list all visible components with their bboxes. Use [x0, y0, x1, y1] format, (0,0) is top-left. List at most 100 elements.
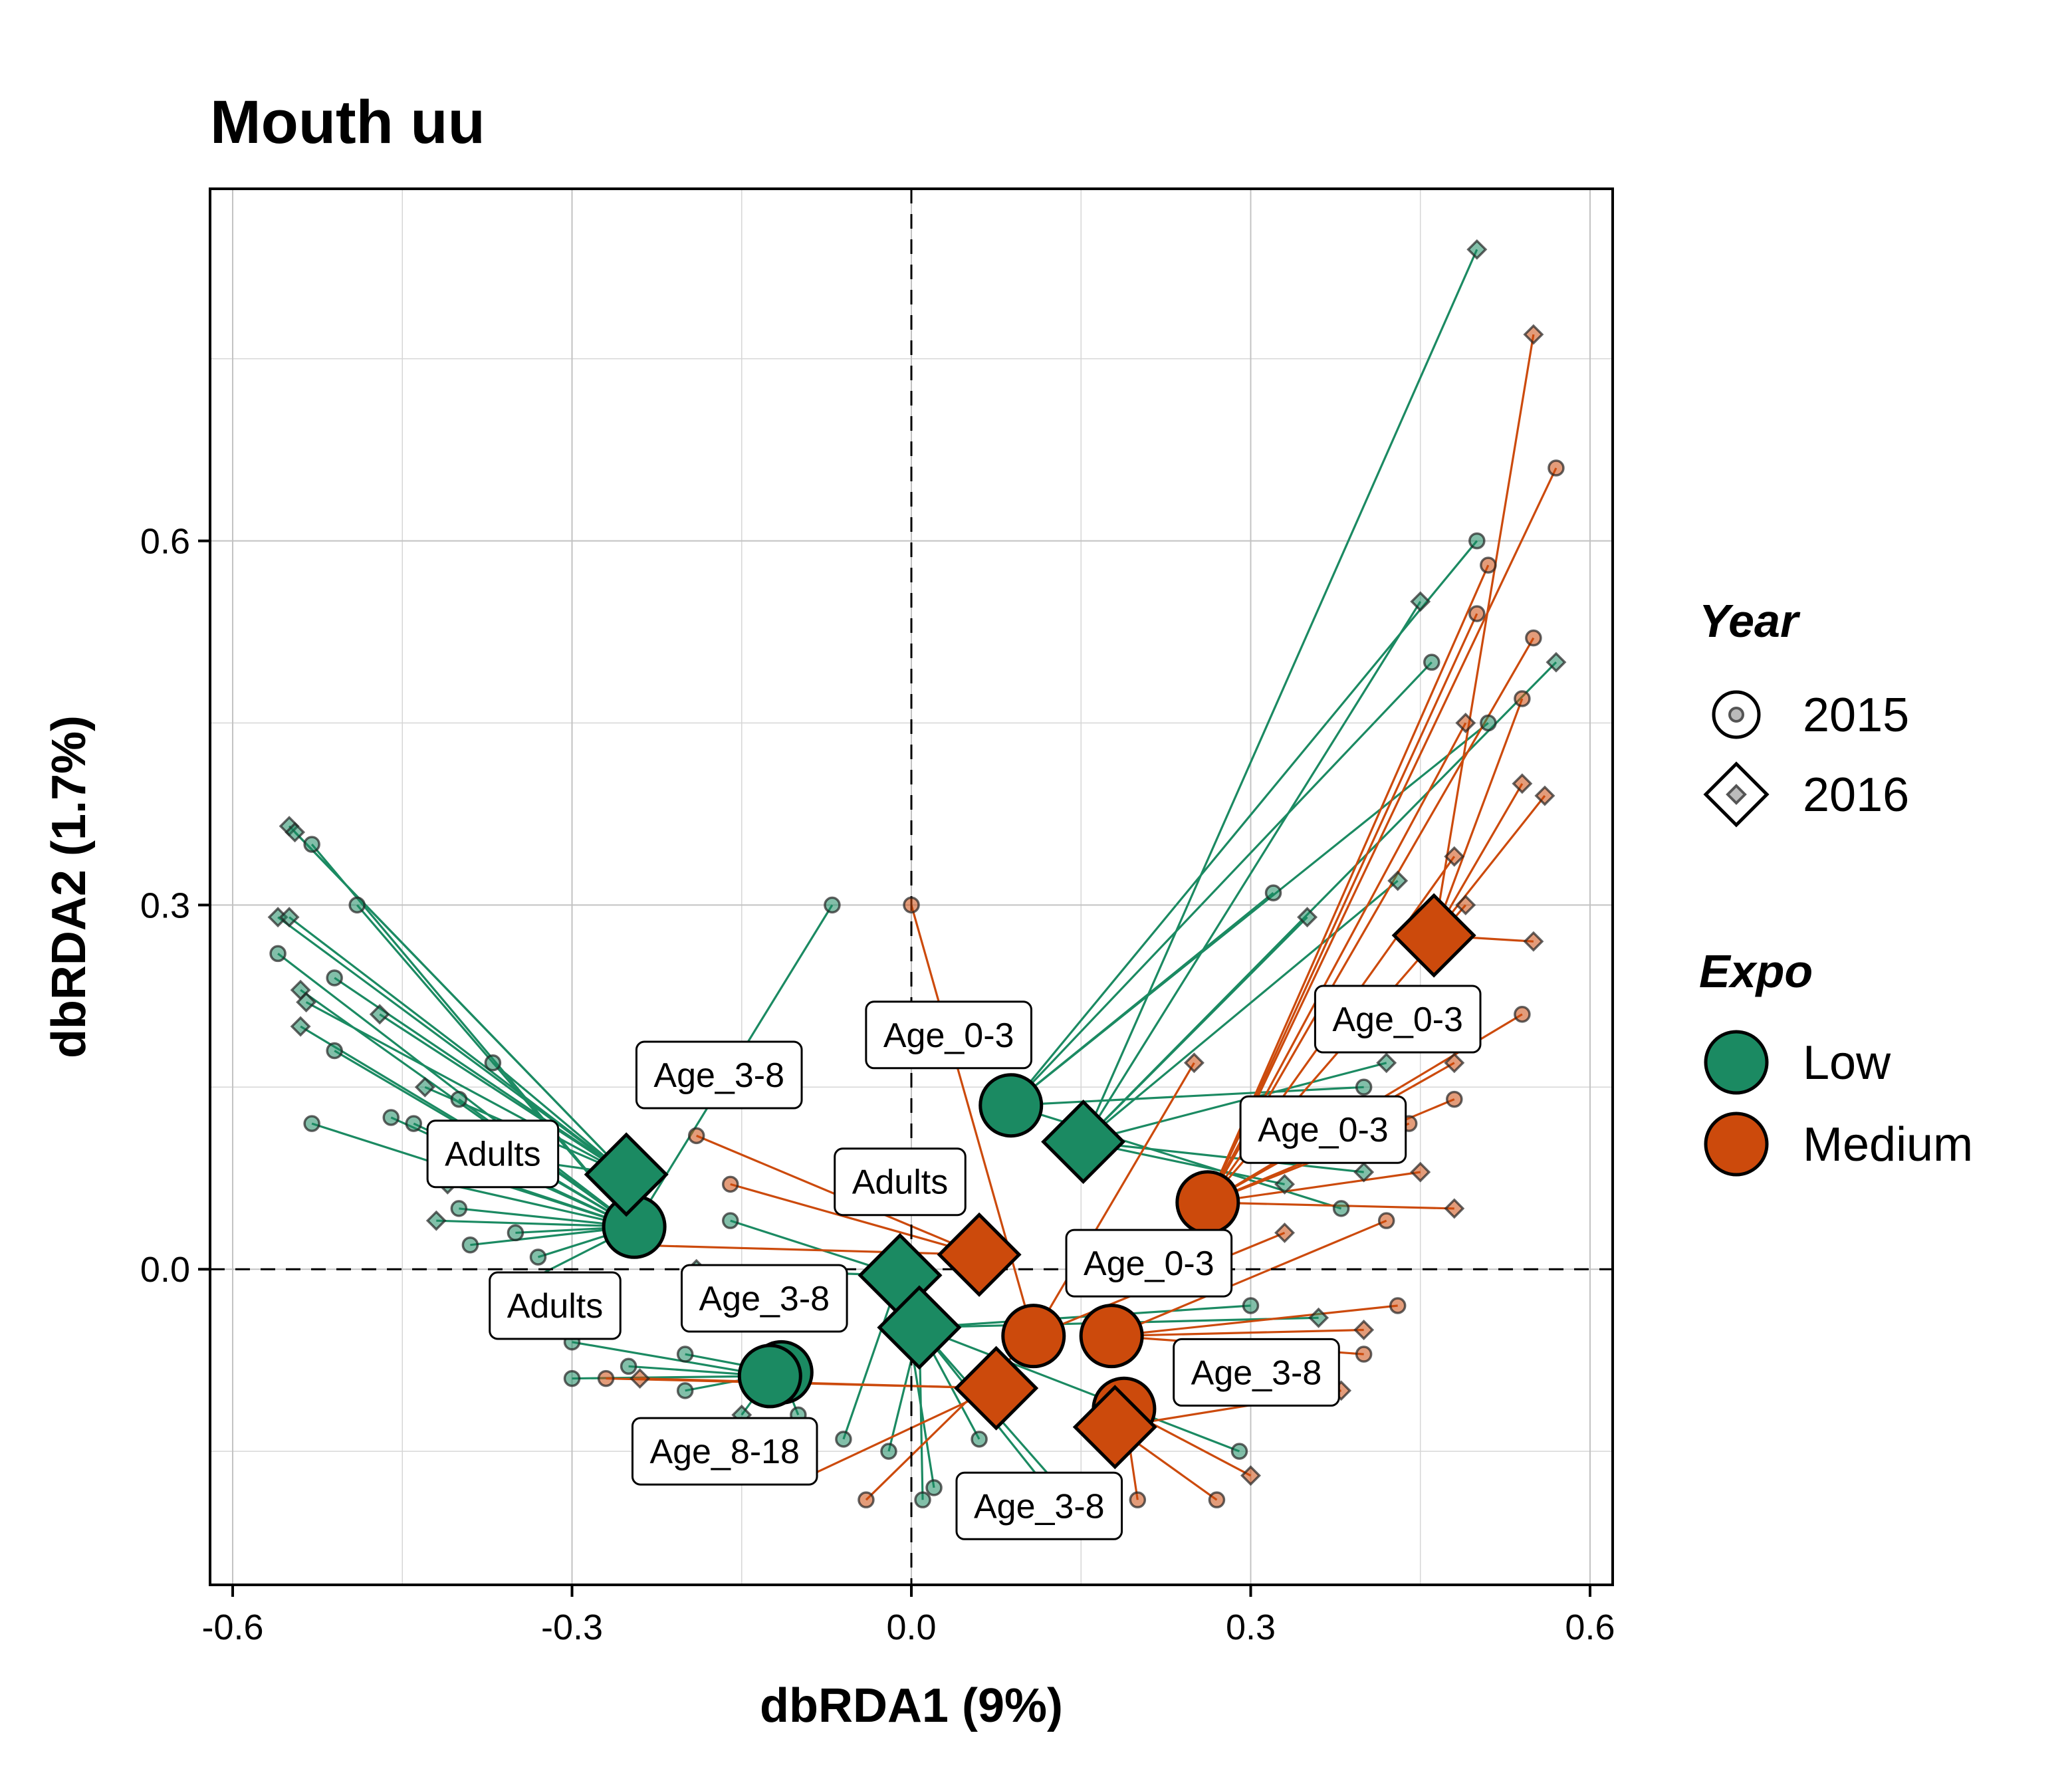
centroid-2015 [1079, 1304, 1144, 1369]
sample-point-2015 [676, 1346, 694, 1363]
sample-point-2016 [1410, 591, 1431, 612]
sample-segment [639, 1377, 996, 1389]
group-label-box [635, 1040, 803, 1110]
legend: Year 2015 2016 Expo Low Medium [1699, 595, 1973, 1177]
group-label: Age_3-8 [955, 1471, 1123, 1540]
group-label-text: Adults [445, 1135, 541, 1174]
group-label: Adults [834, 1147, 967, 1217]
centroid-2016 [1041, 1099, 1126, 1185]
sample-point-2016 [1410, 1161, 1431, 1183]
sample-point-2015 [1446, 1090, 1463, 1108]
legend-item-medium: Medium [1704, 1112, 1973, 1177]
sample-point-2016 [630, 1368, 651, 1389]
sample-segment [1082, 601, 1422, 1143]
group-label-box [1314, 985, 1482, 1054]
sample-point-2015 [484, 1054, 502, 1072]
sample-point-2015 [1514, 690, 1531, 707]
medium-swatch-icon [1704, 1112, 1769, 1177]
sample-point-2016 [1455, 894, 1476, 915]
chart-title: Mouth uu [210, 88, 485, 156]
sample-point-2015 [303, 836, 320, 853]
sample-segment [1433, 334, 1535, 936]
group-label-text: Age_0-3 [1084, 1244, 1214, 1283]
group-labels: Adults Adults Adults Age_3-8 Age_3-8 Age_3-8 A… [426, 985, 1482, 1540]
group-label-box [680, 1264, 848, 1333]
x-tick-label: 0.0 [886, 1607, 936, 1647]
sample-point-2016 [279, 907, 300, 928]
sample-point-2016 [1376, 1052, 1397, 1074]
sample-segment [919, 1326, 1240, 1453]
sample-segment [1207, 467, 1557, 1203]
sample-point-2016 [1444, 846, 1465, 867]
sample-segment [1083, 1140, 1364, 1173]
sample-point-2015 [824, 896, 841, 914]
sample-segment [1111, 1219, 1387, 1338]
group-label-text: Age_3-8 [1191, 1354, 1322, 1392]
sample-segment [1010, 661, 1433, 1106]
group-label-text: Age_3-8 [974, 1487, 1105, 1526]
sample-point-2016 [296, 992, 317, 1012]
sample-segment [1207, 1201, 1454, 1210]
sample-point-2015 [1332, 1200, 1350, 1217]
centroid-2015 [1001, 1304, 1066, 1369]
sample-point-2015 [1242, 1297, 1260, 1314]
sample-point-2015 [925, 1479, 943, 1496]
group-label-box [955, 1471, 1123, 1540]
sample-point-2015 [914, 1491, 931, 1508]
group-label: Age_0-3 [865, 1001, 1032, 1070]
sample-segment [572, 1341, 770, 1377]
group-label-text: Adults [507, 1287, 604, 1326]
group-label-text: Age_0-3 [1332, 1001, 1463, 1039]
group-label: Adults [426, 1119, 560, 1189]
sample-point-2016 [1546, 651, 1567, 673]
sample-point-2016 [414, 1076, 435, 1098]
centroid-2016 [954, 1346, 1039, 1431]
group-label: Adults [489, 1271, 622, 1340]
group-label-box [834, 1147, 967, 1217]
centroid-2016 [584, 1132, 669, 1217]
sample-segment [1433, 698, 1524, 936]
sample-point-2015 [326, 969, 343, 987]
sample-point-2015 [563, 1369, 581, 1387]
group-label-box [865, 1001, 1032, 1070]
group-label-box [1173, 1338, 1340, 1407]
sample-point-2016 [369, 1004, 390, 1025]
sample-point-2015 [1525, 629, 1542, 647]
sample-point-2015 [676, 1382, 694, 1399]
sample-point-2016 [285, 822, 306, 843]
sample-point-2015 [687, 1127, 705, 1145]
group-label-text: Age_0-3 [1258, 1111, 1389, 1149]
sample-point-2016 [1353, 1320, 1375, 1340]
group-label-box [426, 1119, 560, 1189]
sample-point-2016 [1297, 907, 1318, 928]
y-tick-label: 0.0 [140, 1250, 190, 1290]
sample-point-2015 [903, 896, 920, 914]
group-label: Age_0-3 [1239, 1095, 1407, 1164]
sample-segment [1111, 1304, 1398, 1338]
sample-segment [1207, 1171, 1421, 1204]
sample-segment [1111, 1328, 1364, 1338]
sample-segment [919, 1304, 1251, 1329]
sample-point-2015 [620, 1357, 637, 1375]
sample-point-2015 [1468, 532, 1486, 550]
sample-segment [910, 904, 1035, 1337]
circle-icon-inner [1728, 707, 1744, 723]
sample-point-2015 [971, 1431, 988, 1448]
sample-point-2016 [1308, 1307, 1329, 1328]
legend-label-low: Low [1803, 1036, 1891, 1090]
sample-point-2016 [1523, 931, 1544, 952]
legend-label-medium: Medium [1803, 1118, 1973, 1171]
sample-point-2015 [405, 1115, 423, 1132]
sample-point-2015 [326, 1042, 343, 1060]
sample-point-2015 [597, 1369, 615, 1387]
group-label: Age_3-8 [680, 1264, 848, 1333]
sample-point-2015 [450, 1090, 468, 1108]
sample-point-2015 [382, 1109, 400, 1126]
sample-point-2016 [1444, 1198, 1465, 1219]
y-tick-label: 0.6 [140, 522, 190, 562]
legend-label-2016: 2016 [1803, 768, 1909, 822]
sample-point-2015 [1230, 1443, 1248, 1460]
group-label: Age_0-3 [1314, 985, 1482, 1054]
sample-point-2015 [880, 1443, 897, 1460]
group-label-text: Age_0-3 [883, 1016, 1014, 1055]
